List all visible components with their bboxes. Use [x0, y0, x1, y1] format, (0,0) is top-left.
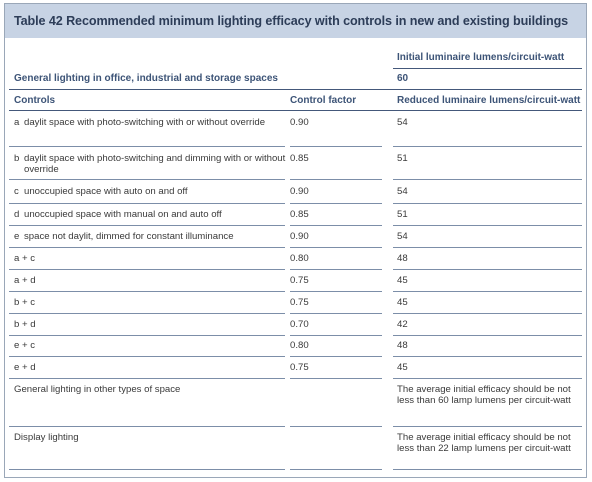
control-label: e + c — [14, 340, 36, 351]
row-divider — [290, 179, 382, 180]
control-letter: b — [14, 153, 20, 164]
header-rule-top — [393, 68, 582, 69]
reduced-lumens-value: 54 — [397, 117, 408, 128]
row-divider — [9, 313, 285, 314]
row-divider — [393, 313, 582, 314]
control-label: b + c — [14, 297, 36, 308]
row-divider — [290, 356, 382, 357]
control-factor-value: 0.90 — [290, 186, 309, 197]
initial-lumens-header: Initial luminaire lumens/circuit-watt — [397, 52, 565, 63]
row-divider — [393, 247, 582, 248]
row-divider — [290, 269, 382, 270]
control-description: unoccupied space with auto on and off — [24, 186, 188, 197]
row-divider — [290, 426, 382, 427]
row-divider — [393, 146, 582, 147]
table-title-bar: Table 42 Recommended minimum lighting ef… — [5, 4, 586, 38]
row-divider — [9, 291, 285, 292]
row-divider — [393, 225, 582, 226]
row-divider — [393, 378, 582, 379]
row-divider — [290, 146, 382, 147]
row-divider — [290, 225, 382, 226]
reduced-lumens-value: The average initial efficacy should be n… — [397, 432, 571, 454]
row-divider — [9, 225, 285, 226]
reduced-lumens-value: 54 — [397, 186, 408, 197]
table-title: Table 42 Recommended minimum lighting ef… — [14, 14, 569, 28]
row-divider — [9, 356, 285, 357]
control-description: space not daylit, dimmed for constant il… — [24, 231, 234, 242]
control-factor-value: 0.75 — [290, 275, 309, 286]
control-factor-value: 0.85 — [290, 153, 309, 164]
reduced-lumens-value: 45 — [397, 362, 408, 373]
reduced-lumens-value: 51 — [397, 153, 408, 164]
reduced-lumens-value: 51 — [397, 209, 408, 220]
row-divider — [290, 247, 382, 248]
row-divider — [393, 469, 582, 470]
control-factor-value: 0.80 — [290, 253, 309, 264]
col-header-controls: Controls — [14, 95, 56, 106]
control-factor-value: 0.70 — [290, 319, 309, 330]
row-divider — [9, 179, 285, 180]
reduced-lumens-value: 45 — [397, 297, 408, 308]
control-factor-value: 0.90 — [290, 117, 309, 128]
row-divider — [9, 426, 285, 427]
control-letter: e — [14, 231, 20, 242]
row-divider — [393, 179, 582, 180]
header-rule-mid — [9, 89, 582, 90]
control-factor-value: 0.90 — [290, 231, 309, 242]
control-factor-value: 0.85 — [290, 209, 309, 220]
row-divider — [9, 378, 285, 379]
reduced-lumens-value: 45 — [397, 275, 408, 286]
row-divider — [9, 335, 285, 336]
control-description: daylit space with photo-switching with o… — [24, 117, 266, 128]
row-divider — [9, 247, 285, 248]
control-label: Display lighting — [14, 432, 79, 443]
control-label: e + d — [14, 362, 36, 373]
reduced-lumens-value: 54 — [397, 231, 408, 242]
row-divider — [290, 378, 382, 379]
row-divider — [290, 335, 382, 336]
table-frame: Table 42 Recommended minimum lighting ef… — [4, 3, 587, 478]
row-divider — [9, 146, 285, 147]
row-divider — [9, 269, 285, 270]
reduced-lumens-value: 48 — [397, 340, 408, 351]
row-divider — [393, 356, 582, 357]
control-label: General lighting in other types of space — [14, 384, 181, 395]
control-factor-value: 0.80 — [290, 340, 309, 351]
control-label: b + d — [14, 319, 36, 330]
row-divider — [290, 203, 382, 204]
row-divider — [9, 203, 285, 204]
row-divider — [393, 291, 582, 292]
col-header-reduced-lumens: Reduced luminaire lumens/circuit-watt — [397, 95, 581, 106]
control-factor-value: 0.75 — [290, 297, 309, 308]
row-divider — [290, 469, 382, 470]
section-header: General lighting in office, industrial a… — [14, 73, 278, 84]
control-letter: a — [14, 117, 20, 128]
reduced-lumens-value: 42 — [397, 319, 408, 330]
row-divider — [393, 426, 582, 427]
control-description: daylit space with photo-switching and di… — [24, 153, 286, 175]
row-divider — [290, 313, 382, 314]
control-label: a + c — [14, 253, 36, 264]
control-factor-value: 0.75 — [290, 362, 309, 373]
row-divider — [393, 335, 582, 336]
row-divider — [290, 291, 382, 292]
header-rule-bottom — [9, 110, 582, 111]
col-header-control-factor: Control factor — [290, 95, 357, 106]
row-divider — [9, 469, 285, 470]
reduced-lumens-value: The average initial efficacy should be n… — [397, 384, 571, 406]
control-label: a + d — [14, 275, 36, 286]
row-divider — [393, 203, 582, 204]
control-description: unoccupied space with manual on and auto… — [24, 209, 222, 220]
control-letter: c — [14, 186, 19, 197]
row-divider — [393, 269, 582, 270]
control-letter: d — [14, 209, 20, 220]
reduced-lumens-value: 48 — [397, 253, 408, 264]
initial-lumens-value: 60 — [397, 73, 409, 84]
